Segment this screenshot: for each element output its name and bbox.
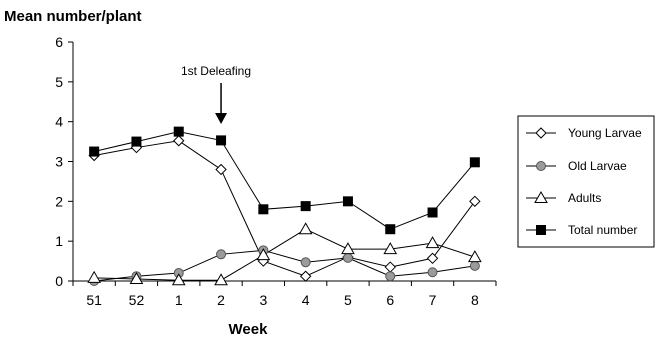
legend-marker-old-larvae xyxy=(536,161,546,171)
data-point-total-number xyxy=(131,136,142,147)
data-point-young-larvae xyxy=(173,135,185,147)
axes xyxy=(68,41,497,286)
x-tick-label: 7 xyxy=(429,292,437,308)
y-tick-label: 1 xyxy=(55,233,63,249)
series-line-adults xyxy=(94,228,476,281)
x-tick-label: 2 xyxy=(217,292,225,308)
x-tick-labels: 51 52 1 2 3 4 5 6 7 8 xyxy=(86,292,479,308)
legend-label-young-larvae: Young Larvae xyxy=(568,126,642,140)
data-point-total-number xyxy=(258,204,269,215)
series-lines xyxy=(94,131,476,282)
series-line-old-larvae xyxy=(94,249,475,282)
data-point-total-number xyxy=(469,157,480,168)
data-point-total-number xyxy=(173,126,184,137)
data-point-adults xyxy=(425,236,440,249)
data-point-adults xyxy=(87,270,102,283)
data-point-total-number xyxy=(89,146,100,157)
data-point-young-larvae xyxy=(426,252,439,265)
data-point-adults xyxy=(298,222,313,235)
data-point-old-larvae xyxy=(300,257,311,268)
data-point-adults xyxy=(383,242,398,255)
series-line-total-number xyxy=(94,131,476,230)
legend-marker-adults xyxy=(534,190,548,203)
data-point-young-larvae xyxy=(215,163,227,176)
data-point-young-larvae xyxy=(384,261,396,273)
y-tick-label: 3 xyxy=(55,154,63,170)
x-tick-label: 6 xyxy=(386,292,394,308)
data-point-total-number xyxy=(216,135,227,146)
x-tick-label: 51 xyxy=(86,292,102,308)
data-point-adults xyxy=(256,248,271,261)
y-axis-title: Mean number/plant xyxy=(4,8,142,25)
data-point-adults xyxy=(341,242,355,255)
data-point-old-larvae xyxy=(427,267,438,278)
x-tick-label: 52 xyxy=(129,292,145,308)
y-tick-label: 4 xyxy=(55,114,63,130)
legend-label-total-number: Total number xyxy=(568,223,637,237)
data-point-adults xyxy=(171,273,186,286)
annotation: 1st Deleafing xyxy=(181,64,251,124)
data-point-old-larvae xyxy=(342,252,353,263)
series-line-young-larvae xyxy=(94,140,476,277)
series-markers xyxy=(87,126,482,286)
data-point-young-larvae xyxy=(469,195,481,208)
data-point-total-number xyxy=(385,224,396,235)
y-tick-label: 5 xyxy=(55,74,63,90)
data-point-total-number xyxy=(300,201,311,212)
x-tick-label: 5 xyxy=(344,292,352,308)
legend: Young Larvae Old Larvae Adults Total number xyxy=(517,115,655,248)
y-tick-labels: 0 1 2 3 4 5 6 xyxy=(55,34,63,289)
annotation-arrow-head xyxy=(215,113,228,124)
data-point-total-number xyxy=(427,207,438,218)
legend-marker-young-larvae xyxy=(535,127,547,139)
annotation-text: 1st Deleafing xyxy=(181,64,251,78)
data-point-old-larvae xyxy=(385,271,396,282)
data-point-old-larvae xyxy=(216,249,227,260)
y-tick-label: 2 xyxy=(55,193,63,209)
x-axis-title: Week xyxy=(229,321,269,338)
data-point-total-number xyxy=(342,196,353,207)
x-tick-label: 3 xyxy=(259,292,267,308)
data-point-young-larvae xyxy=(299,270,312,282)
y-tick-label: 6 xyxy=(55,34,63,50)
data-point-adults xyxy=(129,272,144,285)
data-point-adults xyxy=(214,273,228,286)
x-tick-label: 1 xyxy=(175,292,183,308)
y-tick-label: 0 xyxy=(55,273,63,289)
legend-label-old-larvae: Old Larvae xyxy=(568,159,627,173)
data-point-old-larvae xyxy=(469,260,480,271)
x-tick-label: 4 xyxy=(302,292,310,308)
legend-marker-total-number xyxy=(536,225,546,235)
legend-label-adults: Adults xyxy=(568,191,601,205)
x-tick-label: 8 xyxy=(471,292,479,308)
data-point-adults xyxy=(467,250,482,263)
